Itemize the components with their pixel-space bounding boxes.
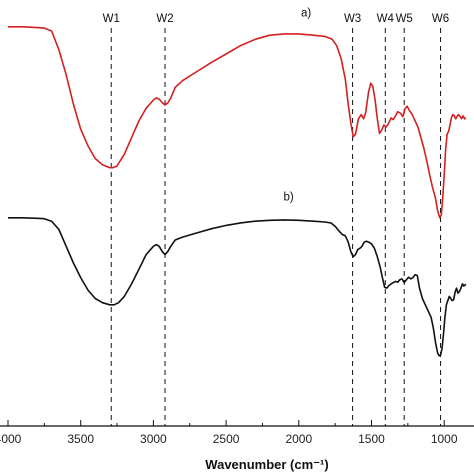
series-line-b bbox=[8, 217, 467, 357]
x-tick-label-3500: 3500 bbox=[67, 432, 94, 446]
series-label-b: b) bbox=[283, 191, 293, 203]
band-label-w1: W1 bbox=[103, 13, 120, 25]
band-markers bbox=[110, 28, 442, 426]
x-tick-label-4000: 4000 bbox=[0, 432, 22, 446]
series-label-a: a) bbox=[301, 7, 311, 19]
band-label-w4: W4 bbox=[377, 13, 395, 25]
x-tick-label-2500: 2500 bbox=[213, 432, 240, 446]
spectra bbox=[8, 26, 467, 357]
x-tick-label-1000: 1000 bbox=[431, 432, 458, 446]
x-tick-label-3000: 3000 bbox=[140, 432, 167, 446]
band-labels: W1 W2 W3 W4 W5 W6 a) b) bbox=[103, 7, 450, 203]
series-line-a bbox=[8, 26, 467, 219]
band-label-w5: W5 bbox=[396, 13, 413, 25]
band-label-w3: W3 bbox=[344, 13, 361, 25]
x-tick-label-1500: 1500 bbox=[358, 432, 385, 446]
x-axis-title: Wavenumber (cm⁻¹) bbox=[205, 457, 328, 472]
band-label-w6: W6 bbox=[432, 13, 449, 25]
band-label-w2: W2 bbox=[156, 13, 173, 25]
x-tick-label-2000: 2000 bbox=[285, 432, 312, 446]
x-axis: 4000 3500 3000 2500 2000 1500 1000 bbox=[0, 420, 474, 446]
